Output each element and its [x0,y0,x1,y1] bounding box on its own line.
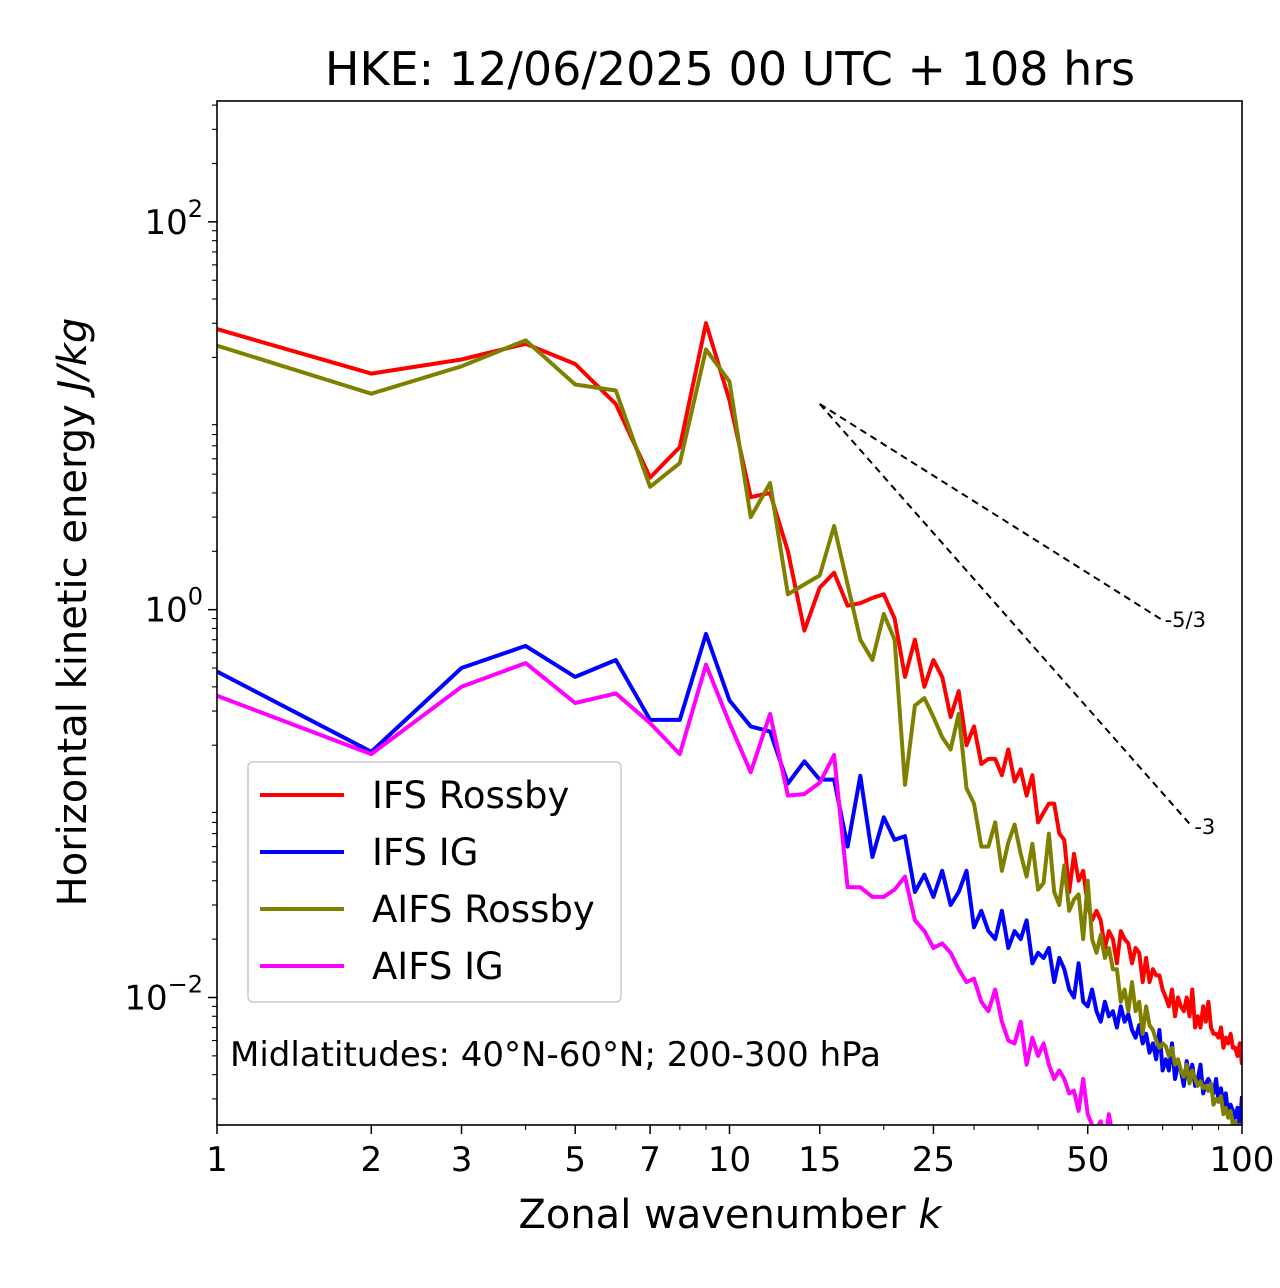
x-axis-label-var: k [918,1192,943,1238]
series-line-aifs-ig [217,661,1113,1125]
y-axis-label-unit: J/kg [50,318,96,399]
y-tick-label: 102 [144,195,203,243]
chart-title: HKE: 12/06/2025 00 UTC + 108 hrs [325,42,1135,96]
reference-slope-line [818,403,1194,828]
y-tick-exponent: −2 [168,970,203,998]
reference-slope-label: -5/3 [1165,608,1206,632]
y-tick-base: 10 [144,203,187,243]
series-line-aifs-rossby [217,338,1242,1125]
y-tick-base: 10 [124,978,167,1018]
y-tick-label: 100 [144,583,203,631]
legend-label: IFS Rossby [372,774,569,817]
x-tick-label: 3 [451,1140,473,1180]
series-line-ifs-ig [217,631,1242,1125]
x-tick-label: 50 [1066,1140,1109,1180]
reference-slope-line [819,403,1164,622]
region-annotation: Midlatitudes: 40°N-60°N; 200-300 hPa [230,1035,881,1075]
y-axis-label-text: Horizontal kinetic energy [50,404,96,906]
y-tick-base: 10 [144,591,187,631]
x-axis-label-text: Zonal wavenumber [518,1192,906,1238]
y-tick-exponent: 0 [188,583,203,611]
x-tick-label: 5 [564,1140,586,1180]
legend-box [247,761,622,1003]
x-tick-label: 1 [206,1140,228,1180]
y-tick-exponent: 2 [188,195,203,223]
reference-slope-label: -3 [1194,815,1215,839]
legend-label: AIFS IG [372,945,504,988]
x-tick-label: 100 [1210,1140,1275,1180]
x-tick-label: 10 [708,1140,751,1180]
x-axis-label: Zonal wavenumber k [518,1192,943,1238]
series-layer [217,321,1242,1125]
x-tick-label: 25 [912,1140,955,1180]
x-tick-label: 2 [360,1140,382,1180]
x-tick-label: 15 [798,1140,841,1180]
legend-label: IFS IG [372,831,478,874]
y-tick-label: 10−2 [124,970,203,1018]
x-tick-label: 7 [639,1140,661,1180]
legend-label: AIFS Rossby [372,888,595,931]
y-axis-label: Horizontal kinetic energy J/kg [50,318,96,907]
legend: IFS Rossby IFS IG AIFS Rossby AIFS IG [247,761,622,1003]
plot-frame [216,100,1243,1126]
reference-slopes: -5/3 -3 [818,403,1215,839]
